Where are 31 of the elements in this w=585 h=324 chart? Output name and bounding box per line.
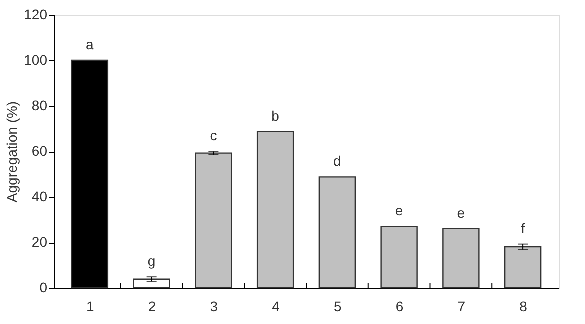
x-tick-label: 3 (210, 298, 218, 314)
y-tick-label: 20 (32, 234, 48, 250)
y-tick-label: 80 (32, 98, 48, 114)
y-tick-label: 100 (24, 52, 48, 68)
annotation: e (457, 204, 466, 221)
bar (442, 228, 480, 289)
annotation: e (395, 202, 404, 219)
y-tick-label: 0 (40, 280, 48, 296)
x-tick-label: 1 (86, 298, 95, 314)
bar (380, 226, 418, 289)
bar (133, 278, 170, 289)
bar (318, 176, 356, 289)
y-tick-label: 60 (32, 143, 48, 159)
x-tick-label: 6 (396, 298, 404, 314)
x-tick-label: 4 (272, 298, 280, 314)
x-tick-label: 7 (458, 298, 466, 314)
annotation: f (521, 220, 526, 236)
bar (504, 246, 542, 289)
y-tick-label: 120 (24, 6, 48, 22)
x-tick-label: 8 (520, 298, 528, 314)
annotation: a (86, 36, 94, 52)
y-tick-label: 40 (32, 188, 48, 204)
y-axis-title: Aggregation (%) (4, 101, 20, 203)
bar (256, 131, 294, 289)
annotation: c (210, 128, 218, 144)
annotation: d (334, 153, 342, 170)
x-tick-label: 5 (334, 298, 342, 314)
annotation: b (272, 108, 280, 124)
bar (195, 152, 232, 289)
x-tick-label: 2 (148, 298, 156, 314)
annotation: g (148, 253, 156, 270)
